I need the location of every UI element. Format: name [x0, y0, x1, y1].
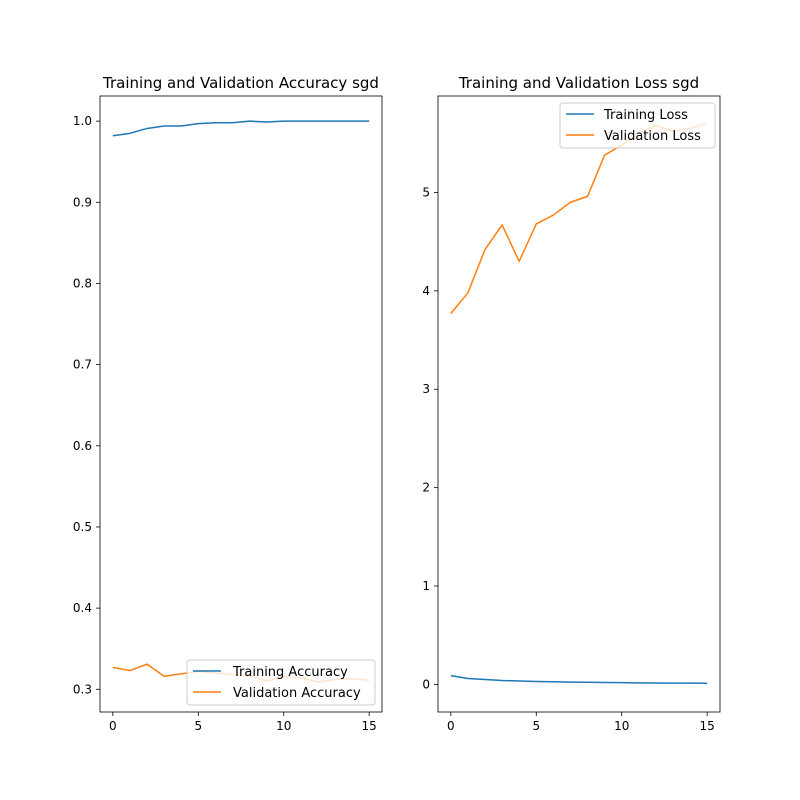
- loss-legend-label-validation: Validation Loss: [604, 129, 701, 144]
- accuracy-y-tick-label: 0.3: [73, 682, 92, 696]
- loss-x-tick-label: 15: [700, 719, 715, 733]
- accuracy-y-tick-label: 0.8: [73, 276, 92, 290]
- accuracy-y-tick-label: 0.5: [73, 520, 92, 534]
- loss-legend-box: [559, 102, 716, 149]
- loss-plot-frame: [437, 95, 721, 713]
- loss-chart: Training and Validation Loss sgd 0 5 10 15 …: [422, 74, 721, 733]
- accuracy-x-tick-label: 15: [362, 719, 377, 733]
- loss-y-tick-label: 4: [422, 284, 430, 298]
- loss-y-tick-label: 3: [422, 382, 430, 396]
- loss-y-tick-label: 5: [422, 185, 430, 199]
- accuracy-x-ticks: 0 5 10 15: [109, 712, 377, 733]
- accuracy-y-tick-label: 0.4: [73, 601, 92, 615]
- accuracy-x-tick-label: 10: [276, 719, 291, 733]
- loss-y-tick-label: 1: [422, 579, 430, 593]
- accuracy-y-tick-label: 0.9: [73, 195, 92, 209]
- loss-series-line-training: [450, 674, 708, 685]
- accuracy-series-line-training: [112, 120, 370, 137]
- loss-x-tick-label: 0: [447, 719, 455, 733]
- accuracy-legend-box: [186, 659, 376, 706]
- accuracy-legend: Training Accuracy Validation Accuracy: [186, 659, 376, 706]
- loss-x-tick-label: 5: [532, 719, 540, 733]
- accuracy-plot-frame: [99, 95, 383, 713]
- loss-y-tick-label: 2: [422, 481, 430, 495]
- loss-y-tick-label: 0: [422, 677, 430, 691]
- loss-legend-label-training: Training Loss: [603, 108, 688, 123]
- accuracy-x-tick-label: 0: [109, 719, 117, 733]
- accuracy-y-tick-label: 0.6: [73, 439, 92, 453]
- accuracy-y-ticks: 0.3 0.4 0.5 0.6 0.7 0.8 0.9 1.0: [73, 114, 100, 696]
- accuracy-legend-label-training: Training Accuracy: [232, 665, 348, 680]
- loss-x-ticks: 0 5 10 15: [447, 712, 715, 733]
- loss-y-ticks: 0 1 2 3 4 5: [422, 185, 438, 691]
- loss-chart-title: Training and Validation Loss sgd: [458, 74, 699, 92]
- loss-x-tick-label: 10: [614, 719, 629, 733]
- accuracy-y-tick-label: 0.7: [73, 358, 92, 372]
- accuracy-x-tick-label: 5: [194, 719, 202, 733]
- accuracy-chart-title: Training and Validation Accuracy sgd: [102, 74, 379, 92]
- accuracy-legend-label-validation: Validation Accuracy: [233, 686, 361, 701]
- accuracy-chart: Training and Validation Accuracy sgd 0 5 1…: [73, 74, 383, 733]
- loss-legend: Training Loss Validation Loss: [559, 102, 716, 149]
- accuracy-y-tick-label: 1.0: [73, 114, 92, 128]
